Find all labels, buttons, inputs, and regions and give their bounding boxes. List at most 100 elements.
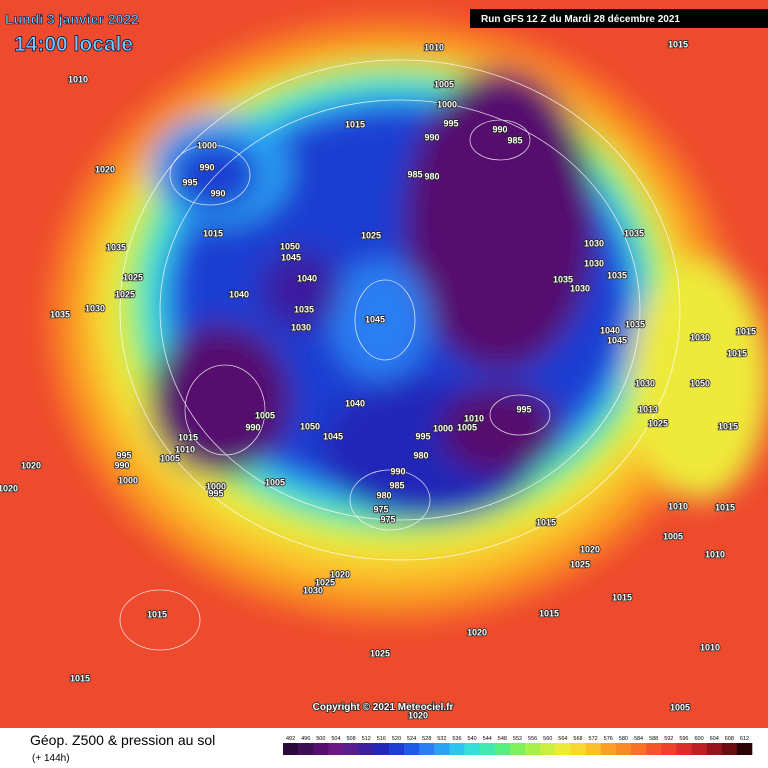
isobar-label: 995	[182, 177, 197, 187]
colorbar-swatch	[736, 743, 753, 755]
colorbar-swatch	[388, 743, 405, 755]
colorbar-label: 528	[422, 736, 431, 742]
isobar-label: 985	[389, 480, 404, 490]
isobar-label: 1030	[291, 322, 311, 332]
isobar-label: 1005	[255, 410, 275, 420]
isobar-label: 1025	[123, 272, 143, 282]
colorbar-swatch	[404, 743, 420, 755]
colorbar-label: 516	[377, 736, 386, 742]
colorbar-swatch	[283, 743, 299, 755]
colorbar-swatch	[313, 743, 329, 755]
isobar-label: 995	[443, 118, 458, 128]
isobar-label: 1015	[715, 502, 735, 512]
colorbar-swatch	[615, 743, 632, 755]
colorbar-label: 568	[573, 736, 582, 742]
isobar-label: 1015	[70, 673, 90, 683]
isobar-label: 1000	[206, 481, 226, 491]
colorbar-swatch	[540, 743, 556, 755]
isobar-label: 1010	[175, 444, 195, 454]
colorbar-swatch	[555, 743, 571, 755]
isobar-label: 980	[376, 490, 391, 500]
colorbar-label: 576	[604, 736, 613, 742]
colorbar-swatch	[525, 743, 541, 755]
isobar-label: 1010	[668, 501, 688, 511]
isobar-label: 1025	[648, 418, 668, 428]
isobar-label: 1025	[361, 230, 381, 240]
isobar-label: 1040	[600, 325, 620, 335]
isobar-label: 1000	[433, 423, 453, 433]
isobar-label: 1030	[584, 258, 604, 268]
isobar-label: 1015	[727, 348, 747, 358]
colorbar-swatch	[479, 743, 496, 755]
isobar-label: 1030	[635, 378, 655, 388]
colorbar-label: 508	[346, 736, 355, 742]
isobar-label: 980	[424, 171, 439, 181]
colorbar-swatch	[721, 743, 738, 755]
isobar-label: 1010	[464, 413, 484, 423]
isobar-label: 990	[492, 124, 507, 134]
isobar-label: 1035	[294, 304, 314, 314]
colorbar: 492 496 500 504 508 512 516 520 524 528 532 536 540 5…	[283, 736, 753, 755]
isobar-label: 975	[373, 504, 388, 514]
isobar-label: 1000	[437, 99, 457, 109]
isobar-label: 1030	[570, 283, 590, 293]
colorbar-label: 564	[558, 736, 567, 742]
colorbar-label: 548	[498, 736, 507, 742]
colorbar-label: 504	[331, 736, 340, 742]
isobar-label: 1030	[303, 585, 323, 595]
isobar-label: 1020	[330, 569, 350, 579]
isobar-label: 1045	[281, 252, 301, 262]
isobar-label: 980	[413, 450, 428, 460]
isobar-label: 1030	[85, 303, 105, 313]
isobar-label: 1005	[457, 422, 477, 432]
isobar-label: 1045	[365, 314, 385, 324]
colorbar-label: 544	[483, 736, 492, 742]
colorbar-swatch	[419, 743, 435, 755]
isobar-label: 1035	[625, 319, 645, 329]
isobar-label: 990	[424, 132, 439, 142]
isobar-label: 975	[380, 514, 395, 524]
colorbar-swatch	[676, 743, 692, 755]
isobar-label: 1025	[570, 559, 590, 569]
isobar-label: 1020	[467, 627, 487, 637]
colorbar-swatch	[646, 743, 662, 755]
colorbar-swatch	[373, 743, 390, 755]
colorbar-swatch	[298, 743, 314, 755]
isobar-label: 1010	[424, 42, 444, 52]
isobar-label: 1005	[434, 79, 454, 89]
isobar-label: 1040	[297, 273, 317, 283]
isobar-label: 1025	[115, 289, 135, 299]
isobar-label: 995	[516, 404, 531, 414]
isobar-label: 1015	[539, 608, 559, 618]
colorbar-label: 584	[634, 736, 643, 742]
colorbar-swatch	[585, 743, 602, 755]
isobar-label: 1020	[95, 164, 115, 174]
colorbar-label: 492	[286, 736, 295, 742]
isobar-label: 1020	[580, 544, 600, 554]
isobar-label: 1015	[718, 421, 738, 431]
isobar-label: 1035	[50, 309, 70, 319]
colorbar-label: 540	[468, 736, 477, 742]
colorbar-label: 536	[452, 736, 461, 742]
colorbar-label: 580	[619, 736, 628, 742]
isobar-label: 1040	[229, 289, 249, 299]
isobar-label: 1000	[118, 475, 138, 485]
isobar-label: 1050	[280, 241, 300, 251]
isobar-label: 1015	[536, 517, 556, 527]
colorbar-label: 572	[589, 736, 598, 742]
isobar-label: 1015	[203, 228, 223, 238]
colorbar-label: 560	[543, 736, 552, 742]
colorbar-label: 524	[407, 736, 416, 742]
field	[0, 0, 768, 728]
colorbar-swatch	[434, 743, 450, 755]
isobar-label: 1030	[690, 332, 710, 342]
isobar-label: 1050	[690, 378, 710, 388]
isobar-label: 1013	[638, 404, 658, 414]
colorbar-label: 532	[437, 736, 446, 742]
isobar-label: 1015	[736, 326, 756, 336]
colorbar-swatch	[464, 743, 480, 755]
isobar-label: 995	[415, 431, 430, 441]
isobar-label: 1050	[300, 421, 320, 431]
isobar-label: 990	[245, 422, 260, 432]
